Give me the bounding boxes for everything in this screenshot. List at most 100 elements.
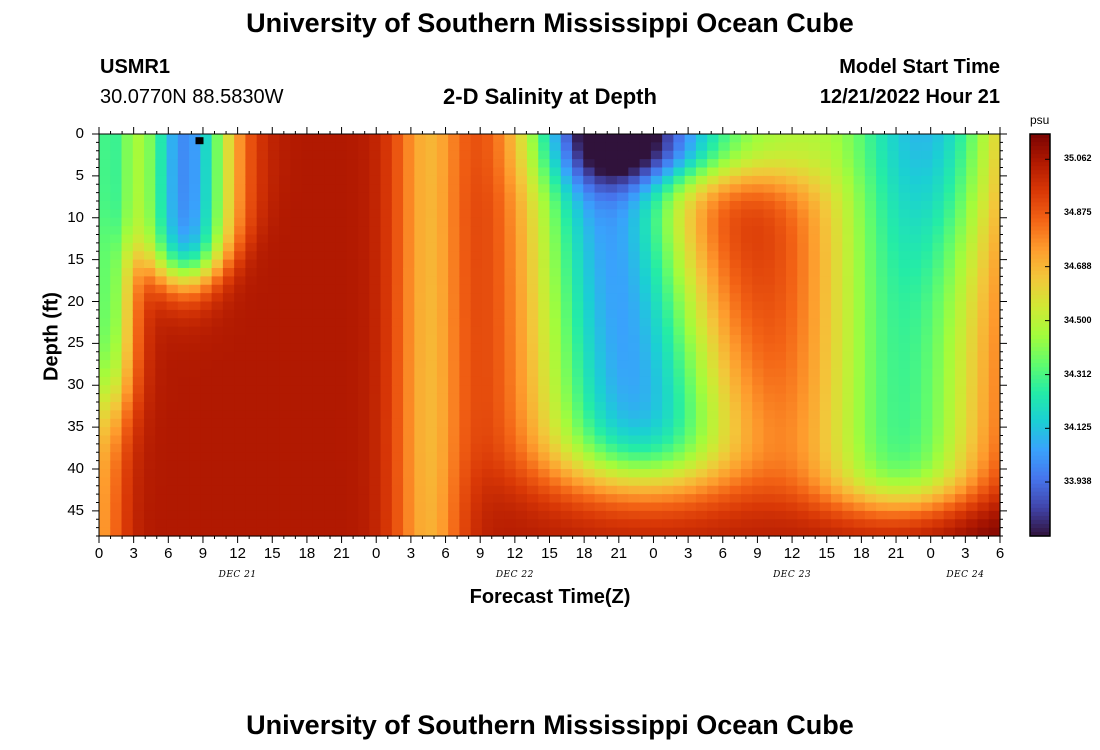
heatmap-cell [290,335,303,344]
heatmap-cell [819,167,832,177]
heatmap-cell [808,443,821,453]
heatmap-cell [707,309,720,319]
heatmap-cell [324,427,337,437]
heatmap-cell [189,318,201,328]
heatmap-cell [155,326,168,336]
heatmap-cell [650,159,663,169]
heatmap-cell [740,519,753,529]
heatmap-cell [256,376,269,386]
heatmap-cell [245,527,258,537]
heatmap-cell [222,410,235,420]
colorbar-segment [1030,162,1050,167]
heatmap-cell [256,184,269,194]
heatmap-cell [245,201,258,210]
heatmap-cell [222,184,235,194]
heatmap-cell [324,402,337,411]
heatmap-cell [560,159,573,169]
heatmap-cell [819,402,832,411]
heatmap-cell [786,226,798,236]
heatmap-cell [414,335,427,344]
heatmap-cell [346,402,359,411]
heatmap-cell [448,351,460,361]
heatmap-cell [864,217,877,227]
heatmap-cell [132,460,145,470]
heatmap-cell [538,259,551,269]
heatmap-cell [222,385,235,395]
heatmap-cell [853,443,866,453]
heatmap-cell [290,326,303,336]
heatmap-cell [583,142,596,152]
heatmap-cell [684,167,697,177]
heatmap-cell [977,402,990,411]
heatmap-cell [628,234,641,244]
heatmap-cell [380,402,393,411]
heatmap-cell [988,452,1001,462]
heatmap-cell [425,368,438,378]
heatmap-cell [436,435,449,445]
heatmap-cell [279,301,292,311]
heatmap-cell [335,175,348,185]
heatmap-cell [729,276,742,286]
heatmap-cell [594,477,607,487]
heatmap-cell [99,485,111,495]
heatmap-cell [99,301,111,311]
heatmap-cell [876,167,888,177]
colorbar-segment [1030,318,1050,324]
heatmap-cell [177,134,190,143]
heatmap-cell [324,494,337,504]
heatmap-cell [898,159,911,169]
heatmap-cell [707,427,720,437]
heatmap-cell [279,343,292,353]
heatmap-cell [358,184,370,194]
heatmap-cell [358,201,370,210]
heatmap-cell [414,368,427,378]
heatmap-cell [470,175,483,185]
heatmap-cell [797,485,810,495]
heatmap-cell [572,443,584,453]
heatmap-cell [121,268,134,277]
heatmap-cell [346,393,359,403]
heatmap-cell [380,485,393,495]
heatmap-cell [560,343,573,353]
heatmap-cell [932,477,945,487]
heatmap-cell [346,268,359,277]
heatmap-cell [200,309,213,319]
heatmap-cell [267,284,280,294]
heatmap-cell [594,259,607,269]
heatmap-cell [256,335,269,344]
heatmap-cell [369,142,382,152]
heatmap-cell [617,150,629,160]
heatmap-cell [583,175,596,185]
heatmap-cell [819,502,832,512]
heatmap-cell [436,326,449,336]
heatmap-cell [470,435,483,445]
heatmap-cell [887,175,900,185]
heatmap-cell [448,335,460,344]
heatmap-cell [121,527,134,537]
heatmap-cell [267,251,280,261]
heatmap-cell [222,201,235,210]
heatmap-cell [515,226,528,236]
heatmap-cell [921,477,934,487]
heatmap-cell [538,175,551,185]
heatmap-cell [572,217,584,227]
heatmap-cell [650,393,663,403]
heatmap-cell [234,201,247,210]
heatmap-cell [245,192,258,202]
heatmap-cell [414,276,427,286]
heatmap-cell [234,477,247,487]
heatmap-cell [301,251,314,261]
y-tick-label: 5 [75,166,84,184]
heatmap-cell [526,351,539,361]
heatmap-cell [403,385,415,395]
heatmap-cell [898,318,911,328]
heatmap-cell [436,134,449,143]
heatmap-cell [842,217,855,227]
heatmap-cell [526,142,539,152]
heatmap-cell [763,335,776,344]
heatmap-cell [797,376,810,386]
heatmap-cell [414,268,427,277]
heatmap-cell [132,519,145,529]
heatmap-cell [380,184,393,194]
heatmap-cell [988,159,1001,169]
